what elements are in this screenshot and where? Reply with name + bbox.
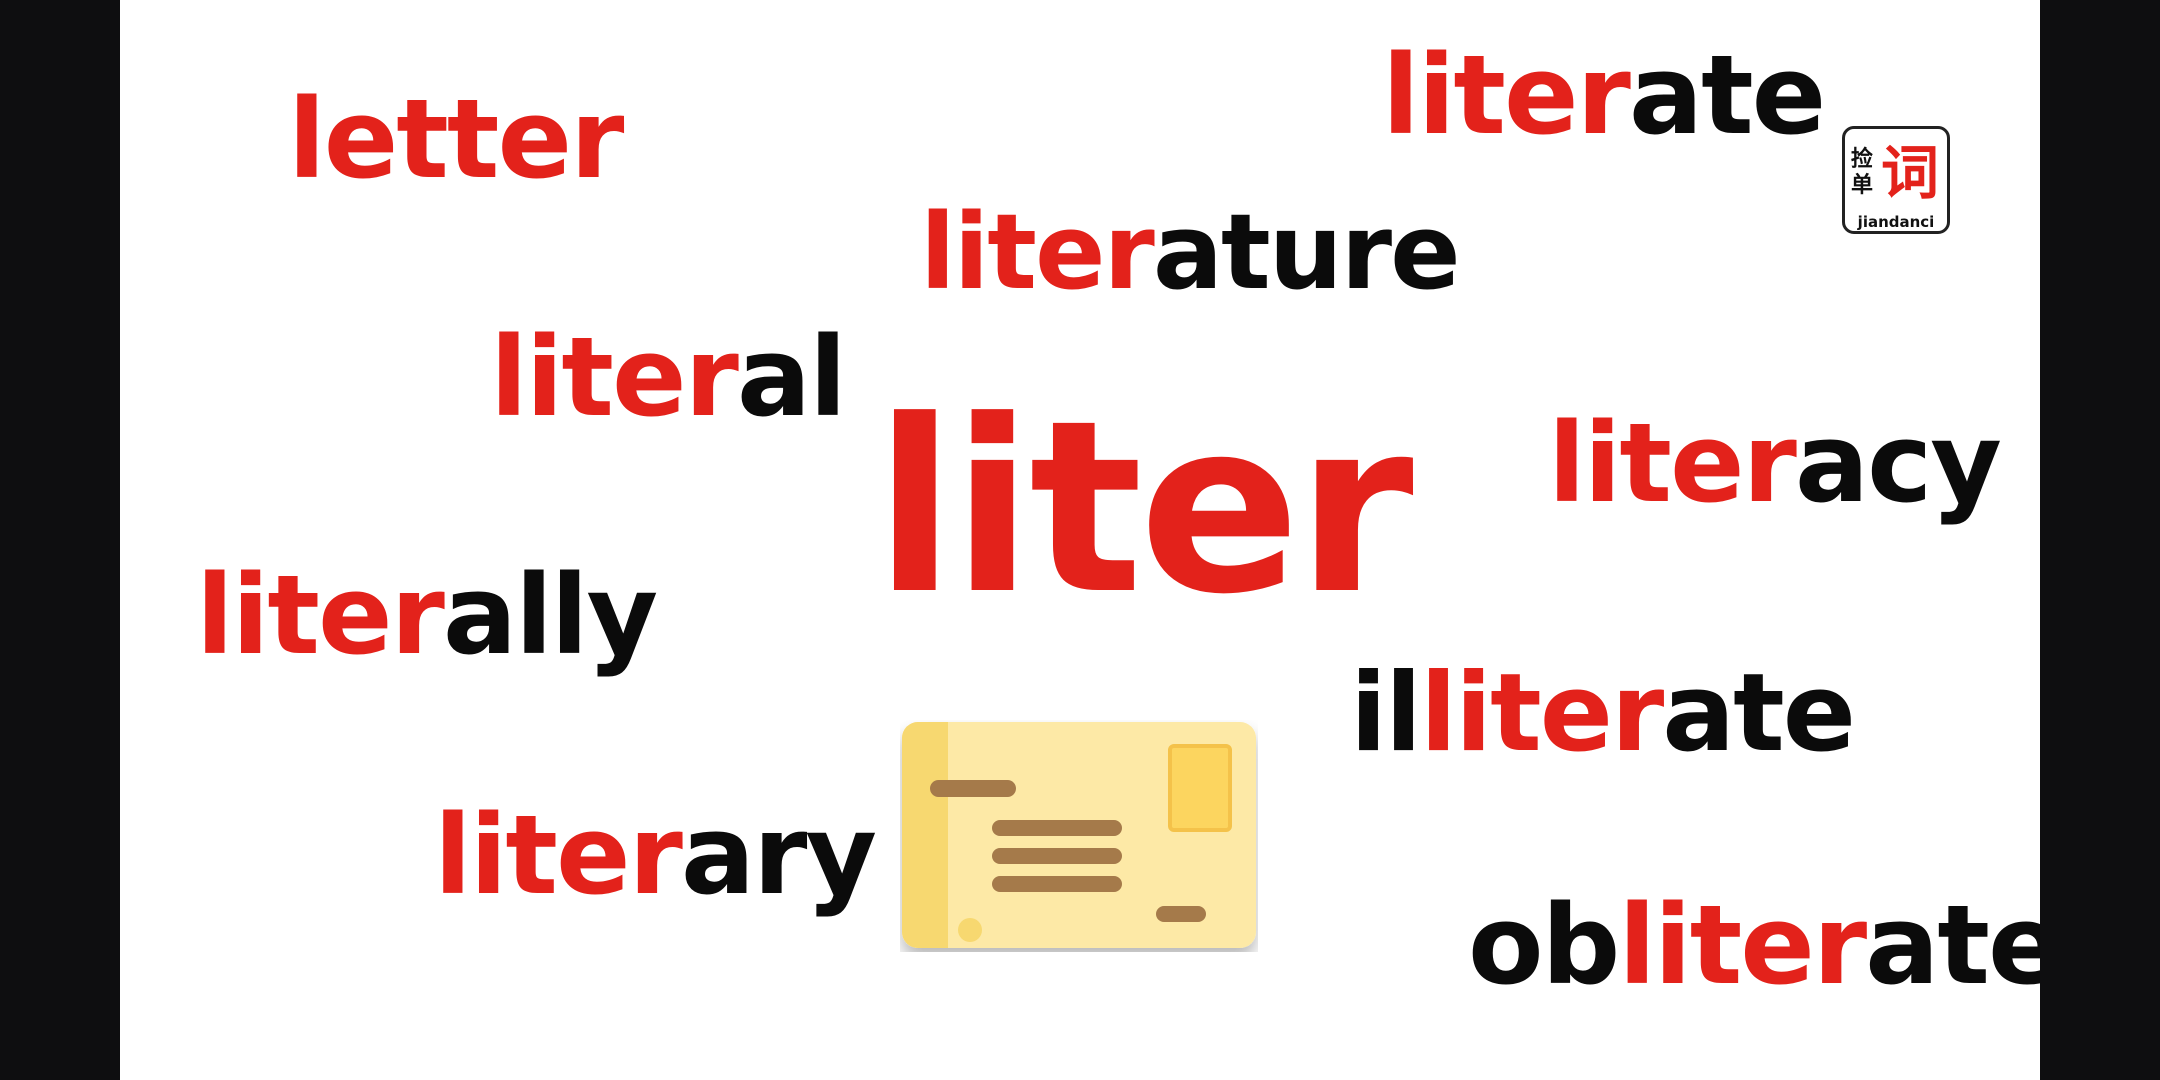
word-illiterate-root: liter — [1420, 651, 1664, 776]
letterbox-left — [0, 0, 120, 1080]
logo-subtitle: jiandanci — [1857, 213, 1935, 231]
jiandanci-logo: 捡单 词 jiandanci — [1842, 126, 1950, 234]
word-letter-root: letter — [288, 75, 624, 203]
word-literate: literate — [1382, 40, 1826, 150]
word-literacy-root: liter — [1548, 399, 1797, 527]
word-literature: literature — [920, 200, 1461, 304]
word-letter: letter — [288, 84, 624, 194]
word-literally: literally — [196, 560, 658, 670]
id-card-icon — [902, 722, 1256, 948]
word-illiterate-prefix: il — [1350, 651, 1422, 776]
word-literature-root: liter — [920, 191, 1155, 313]
word-liter-root: liter — [874, 370, 1414, 647]
word-obliterate-root: liter — [1618, 881, 1867, 1009]
letterbox-right — [2040, 0, 2160, 1080]
word-literate-root: liter — [1382, 31, 1631, 159]
word-illiterate-suffix: ate — [1662, 651, 1856, 776]
word-literal-root: liter — [490, 313, 739, 441]
word-cloud-canvas: letter literate literature literal liter… — [120, 0, 2040, 1080]
word-literacy-suffix: acy — [1794, 399, 2002, 527]
word-literary: literary — [434, 800, 877, 910]
word-literal-suffix: al — [736, 313, 847, 441]
word-literal: literal — [490, 322, 847, 432]
logo-small-text: 捡单 — [1851, 147, 1874, 198]
word-liter-root-main: liter — [874, 390, 1414, 628]
word-literature-suffix: ature — [1152, 191, 1461, 313]
word-literary-root: liter — [434, 791, 683, 919]
word-literate-suffix: ate — [1628, 31, 1826, 159]
word-literally-suffix: ally — [442, 551, 658, 679]
word-obliterate-prefix: ob — [1468, 881, 1620, 1009]
word-obliterate-suffix: ate — [1865, 881, 2040, 1009]
word-obliterate: obliterate — [1468, 890, 2040, 1000]
word-literary-suffix: ary — [680, 791, 877, 919]
word-illiterate: illiterate — [1350, 660, 1856, 768]
logo-big-text: 词 — [1881, 139, 1940, 207]
word-literally-root: liter — [196, 551, 445, 679]
word-literacy: literacy — [1548, 408, 2002, 518]
